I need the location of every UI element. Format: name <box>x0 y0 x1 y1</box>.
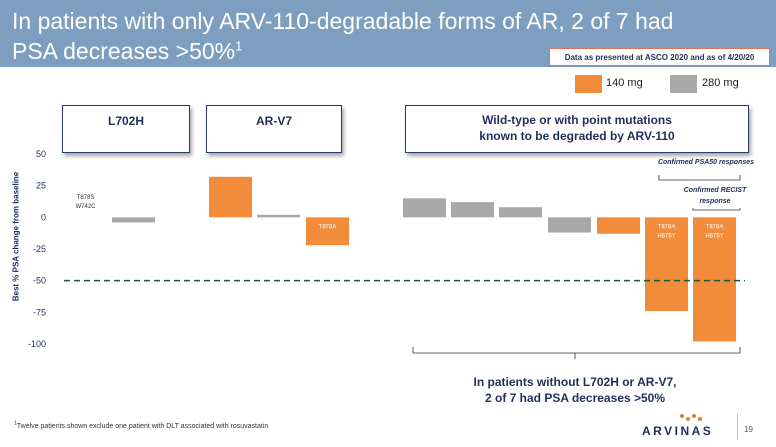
conclusion-line-2: 2 of 7 had PSA decreases >50% <box>485 391 665 405</box>
legend-label-280: 280 mg <box>702 77 739 89</box>
footnote: 1Twelve patients shown exclude one patie… <box>14 420 269 430</box>
y-tick-label: 50 <box>36 149 46 159</box>
bar-label-11: T878A H875Y <box>657 224 675 239</box>
bar-7 <box>451 202 494 218</box>
y-tick-label: -50 <box>33 276 46 286</box>
legend-swatch-280 <box>670 75 697 93</box>
psa50-bracket <box>658 175 741 181</box>
legend-label-140: 140 mg <box>606 77 643 89</box>
conclusion-bracket <box>412 347 741 359</box>
page-number: 19 <box>744 425 753 434</box>
y-tick-label: -75 <box>33 307 46 317</box>
footnote-text: Twelve patients shown exclude one patien… <box>16 423 269 430</box>
title-line-1: In patients with only ARV-110-degradable… <box>12 8 674 34</box>
bar-10 <box>597 217 640 234</box>
bar-11 <box>645 217 688 312</box>
group-l702h: L702H <box>62 105 190 153</box>
y-tick-label: -100 <box>28 339 46 349</box>
annotation-recist: Confirmed RECIST response <box>683 187 747 205</box>
y-tick-label: -25 <box>33 244 46 254</box>
conclusion-line-1: In patients without L702H or AR-V7, <box>473 375 677 389</box>
bar-label-12: T878A H875Y <box>705 224 723 239</box>
bar-4 <box>257 214 300 218</box>
bar-9 <box>548 217 591 233</box>
recist-bracket <box>692 208 741 211</box>
arvinas-logo: ARVINAS <box>642 412 732 442</box>
bar-2 <box>112 217 155 223</box>
annotation-psa50: Confirmed PSA50 responses <box>657 159 755 166</box>
bar-6 <box>403 198 446 218</box>
bar-label-5: T878A <box>319 224 337 230</box>
logo-dots-icon <box>680 414 702 421</box>
title-line-2: PSA decreases >50% <box>12 38 236 64</box>
bar-3 <box>209 176 252 218</box>
footer-divider <box>737 414 738 440</box>
asco-note: Data as presented at ASCO 2020 and as of… <box>549 48 770 66</box>
y-tick-label: 25 <box>36 181 46 191</box>
bar-label-1: T878S W742C <box>75 195 96 210</box>
bar-12 <box>693 217 736 342</box>
legend-swatch-140 <box>575 75 602 93</box>
logo-text: ARVINAS <box>642 424 714 438</box>
footnote-superscript: 1 <box>14 420 17 427</box>
bar-5 <box>306 217 349 246</box>
conclusion-text: In patients without L702H or AR-V7, 2 of… <box>420 374 730 406</box>
title-superscript: 1 <box>235 38 243 54</box>
slide-title: In patients with only ARV-110-degradable… <box>12 6 752 66</box>
group-arv7: AR-V7 <box>206 105 342 153</box>
bar-8 <box>499 207 542 218</box>
y-tick-label: 0 <box>41 212 46 222</box>
group-wildtype: Wild-type or with point mutations known … <box>405 105 749 153</box>
